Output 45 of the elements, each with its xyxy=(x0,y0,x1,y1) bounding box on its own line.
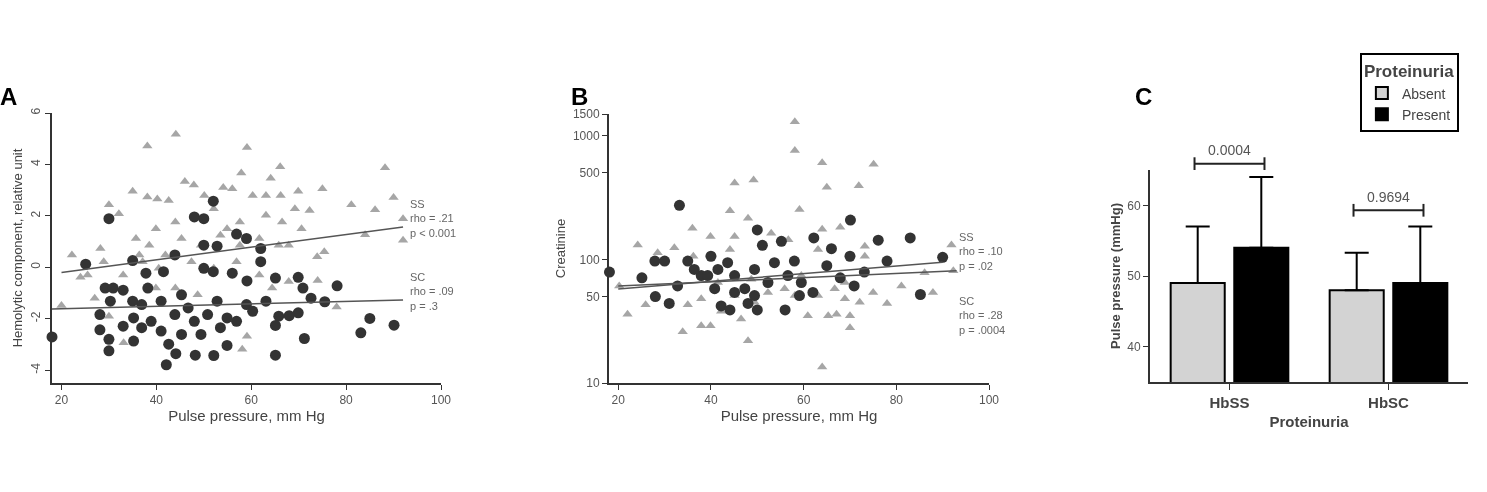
y-tick-label: 50 xyxy=(1127,269,1141,284)
x-tick-label: 100 xyxy=(978,393,1000,408)
x-tick-label: 20 xyxy=(54,393,69,408)
x-tick-label: 40 xyxy=(704,393,718,408)
y-tick-label: -2 xyxy=(29,311,44,323)
x-tick-label: 20 xyxy=(611,393,626,408)
annotation: SS rho = .21 p < 0.001 xyxy=(410,198,457,239)
x-axis-title: Pulse pressure, mm Hg xyxy=(720,407,878,425)
y-tick-label: 60 xyxy=(1127,198,1141,213)
y-axis-title: Pulse pressure (mmHg) xyxy=(1107,203,1123,349)
chart-title: C xyxy=(1135,83,1153,110)
annotation: SS rho = .10 p = .02 xyxy=(959,231,1003,272)
x-tick-label: 60 xyxy=(244,393,259,408)
y-tick-label: 6 xyxy=(29,107,44,115)
x-tick-label: 40 xyxy=(149,393,164,408)
y-tick-label: 0 xyxy=(29,261,44,269)
y-tick-label: 500 xyxy=(579,166,600,181)
x-tick-label: 80 xyxy=(889,393,904,408)
legend-label: Absent xyxy=(1401,85,1446,102)
x-tick-label: 60 xyxy=(796,393,811,408)
legend-title: Proteinuria xyxy=(1363,62,1455,82)
y-axis-title: Creatinine xyxy=(553,218,569,279)
x-tick-label: 80 xyxy=(339,393,354,408)
y-tick-label: 4 xyxy=(29,158,44,166)
legend-label: Present xyxy=(1401,106,1451,123)
y-tick-label: -4 xyxy=(29,362,44,374)
x-tick-label: HbSC xyxy=(1368,394,1410,411)
x-tick-label: HbSS xyxy=(1209,394,1250,411)
chart-title: A xyxy=(0,83,18,110)
y-tick-label: 1000 xyxy=(572,128,600,143)
x-axis-title: Proteinuria xyxy=(1269,412,1350,430)
y-tick-label: 10 xyxy=(586,376,600,391)
y-tick-label: 40 xyxy=(1127,339,1141,354)
x-axis-title: Pulse pressure, mm Hg xyxy=(168,407,325,425)
y-axis-title: Hemolytic component, relative unit xyxy=(9,148,25,348)
y-tick-label: 1500 xyxy=(572,107,600,122)
text: 0.0004 xyxy=(1208,142,1252,158)
annotation: SC rho = .09 p = .3 xyxy=(410,271,454,312)
y-tick-label: 50 xyxy=(586,289,600,304)
chart-title: B xyxy=(571,83,589,110)
x-tick-label: 100 xyxy=(430,393,452,408)
annotation: SC rho = .28 p = .0004 xyxy=(959,295,1006,336)
y-tick-label: 2 xyxy=(29,210,44,218)
annotation: 0.9694 xyxy=(1367,189,1411,205)
y-tick-label: 100 xyxy=(579,252,600,267)
